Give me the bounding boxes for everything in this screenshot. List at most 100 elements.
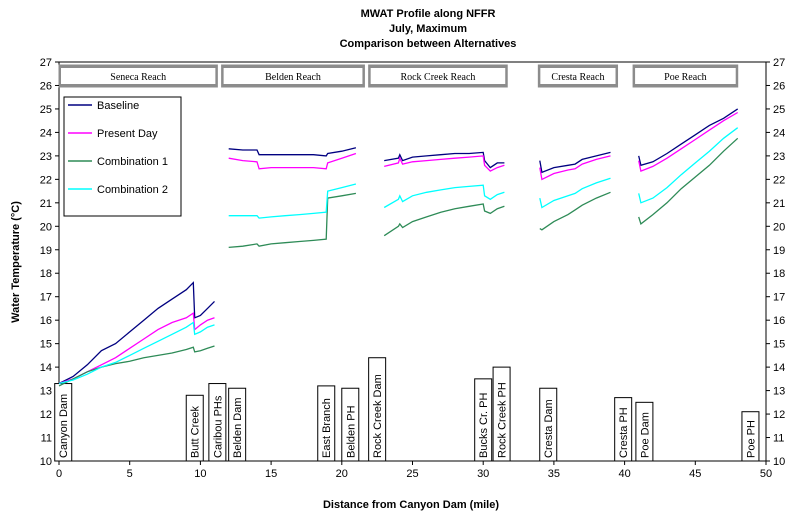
x-tick-label: 35 bbox=[548, 468, 560, 480]
reach-label: Seneca Reach bbox=[110, 72, 166, 83]
series-line-present-day bbox=[539, 155, 611, 181]
location-marker-label: Poe Dam bbox=[639, 412, 651, 458]
title-line-2: July, Maximum bbox=[389, 23, 467, 35]
series-line-baseline bbox=[638, 108, 739, 167]
series-lines bbox=[58, 108, 739, 387]
location-marker-label: East Branch bbox=[321, 398, 333, 458]
series-line-combination-1 bbox=[383, 203, 505, 237]
location-marker-box bbox=[741, 411, 760, 462]
location-marker-box bbox=[228, 387, 247, 462]
series-line-present-day bbox=[638, 111, 739, 172]
series-line-combination-1 bbox=[539, 191, 611, 231]
location-markers: Canyon Dam Butt Creek Caribou PHs Belden Da… bbox=[54, 357, 760, 462]
y-tick-label-right: 24 bbox=[773, 127, 785, 139]
location-marker-box bbox=[317, 385, 336, 462]
legend-label: Combination 2 bbox=[97, 184, 168, 196]
title-line-3: Comparison between Alternatives bbox=[340, 38, 517, 50]
series-line-baseline bbox=[228, 147, 357, 157]
location-marker-label: Rock Creek Dam bbox=[372, 374, 384, 458]
y-tick-label-right: 22 bbox=[773, 174, 785, 186]
legend-label: Combination 1 bbox=[97, 156, 168, 168]
x-tick-label: 45 bbox=[689, 468, 701, 480]
x-tick-label: 30 bbox=[477, 468, 489, 480]
y-tick-label-left: 27 bbox=[40, 57, 52, 69]
y-tick-label-left: 20 bbox=[40, 221, 52, 233]
y-axis-title: Water Temperature (°C) bbox=[10, 201, 22, 323]
y-tick-label-right: 14 bbox=[773, 362, 785, 374]
chart-title: MWAT Profile along NFFR July, Maximum Co… bbox=[340, 8, 517, 50]
y-tick-label-left: 21 bbox=[40, 198, 52, 210]
title-line-1: MWAT Profile along NFFR bbox=[361, 8, 496, 20]
reach-band: Seneca Reach Belden Reach Rock Creek Reach… bbox=[58, 64, 739, 88]
y-tick-label-left: 14 bbox=[40, 362, 52, 374]
series-line-combination-1 bbox=[58, 345, 215, 387]
series-line-combination-2 bbox=[383, 184, 505, 209]
location-marker-box bbox=[539, 387, 558, 462]
y-tick-label-right: 11 bbox=[773, 433, 784, 445]
location-marker-label: Belden Dam bbox=[232, 397, 244, 458]
legend-label: Baseline bbox=[97, 100, 139, 112]
y-tick-label-left: 25 bbox=[40, 104, 52, 116]
series-line-combination-2 bbox=[539, 177, 611, 209]
y-tick-label-right: 17 bbox=[773, 292, 785, 304]
series-line-combination-1 bbox=[228, 192, 357, 249]
location-marker-box bbox=[341, 387, 360, 462]
series-line-combination-1 bbox=[638, 137, 739, 225]
y-tick-label-right: 18 bbox=[773, 268, 785, 280]
x-tick-label: 25 bbox=[406, 468, 418, 480]
y-tick-label-left: 17 bbox=[40, 292, 52, 304]
location-marker-label: Butt Creek bbox=[190, 406, 202, 458]
location-marker-box bbox=[208, 383, 227, 462]
location-marker-label: Rock Creek PH bbox=[497, 382, 509, 458]
location-marker-box bbox=[474, 378, 493, 462]
y-tick-label-right: 13 bbox=[773, 386, 785, 398]
y-tick-label-left: 18 bbox=[40, 268, 52, 280]
location-marker-box bbox=[492, 366, 511, 462]
location-marker-box bbox=[368, 357, 387, 462]
reach-bar-inner bbox=[635, 68, 736, 84]
reach-label: Cresta Reach bbox=[551, 72, 604, 83]
x-tick-label: 40 bbox=[618, 468, 630, 480]
reach-bar-inner bbox=[540, 68, 616, 84]
location-marker-label: Cresta PH bbox=[618, 407, 630, 458]
y-tick-label-left: 24 bbox=[40, 127, 52, 139]
y-tick-label-left: 15 bbox=[40, 339, 52, 351]
y-tick-label-left: 11 bbox=[41, 433, 52, 445]
y-tick-label-right: 15 bbox=[773, 339, 785, 351]
legend-label: Present Day bbox=[97, 128, 158, 140]
y-tick-label-right: 19 bbox=[773, 245, 785, 257]
series-line-present-day bbox=[384, 155, 505, 172]
x-tick-label: 15 bbox=[265, 468, 277, 480]
location-marker-label: Belden PH bbox=[345, 405, 357, 458]
y-tick-label-left: 16 bbox=[40, 315, 52, 327]
series-line-baseline bbox=[539, 151, 611, 174]
y-tick-label-right: 25 bbox=[773, 104, 785, 116]
y-tick-label-left: 13 bbox=[40, 386, 52, 398]
series-line-present-day bbox=[228, 152, 357, 170]
y-axis-right: 10 11 12 13 14 15 16 17 18 19 20 21 22 23 24 25 26 27 bbox=[766, 57, 785, 468]
location-marker-label: Caribou PHs bbox=[212, 395, 224, 458]
series-line-combination-2 bbox=[228, 183, 357, 219]
y-tick-label-right: 21 bbox=[773, 198, 785, 210]
location-marker-box bbox=[614, 397, 633, 462]
series-line-present-day bbox=[58, 311, 215, 385]
y-tick-label-left: 23 bbox=[40, 151, 52, 163]
reach-bar-inner bbox=[223, 68, 363, 84]
y-tick-label-right: 10 bbox=[773, 456, 785, 468]
location-marker-label: Bucks Cr. PH bbox=[478, 393, 490, 458]
reach-label: Rock Creek Reach bbox=[400, 72, 475, 83]
x-tick-label: 0 bbox=[56, 468, 62, 480]
x-axis: 0 5 10 15 20 25 30 35 40 45 50 bbox=[56, 461, 772, 480]
legend: Baseline Present Day Combination 1 Combinat… bbox=[63, 96, 182, 217]
series-line-baseline bbox=[58, 281, 215, 385]
x-axis-title: Distance from Canyon Dam (mile) bbox=[323, 499, 499, 511]
x-tick-label: 20 bbox=[336, 468, 348, 480]
x-tick-label: 50 bbox=[760, 468, 772, 480]
x-tick-label: 10 bbox=[194, 468, 206, 480]
series-line-combination-2 bbox=[58, 321, 215, 385]
reach-label: Poe Reach bbox=[664, 72, 707, 83]
reach-bar-inner bbox=[370, 68, 506, 84]
series-line-baseline bbox=[384, 151, 505, 169]
location-marker-box bbox=[185, 394, 204, 462]
